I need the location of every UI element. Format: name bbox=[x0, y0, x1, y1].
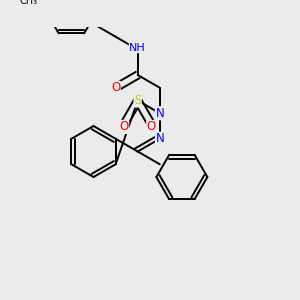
Text: S: S bbox=[134, 94, 141, 107]
Text: O: O bbox=[119, 120, 129, 134]
Text: NH: NH bbox=[129, 43, 146, 53]
Text: O: O bbox=[111, 81, 120, 94]
Text: N: N bbox=[155, 132, 164, 145]
Text: O: O bbox=[147, 120, 156, 134]
Text: CH₃: CH₃ bbox=[19, 0, 37, 6]
Text: N: N bbox=[155, 107, 164, 120]
